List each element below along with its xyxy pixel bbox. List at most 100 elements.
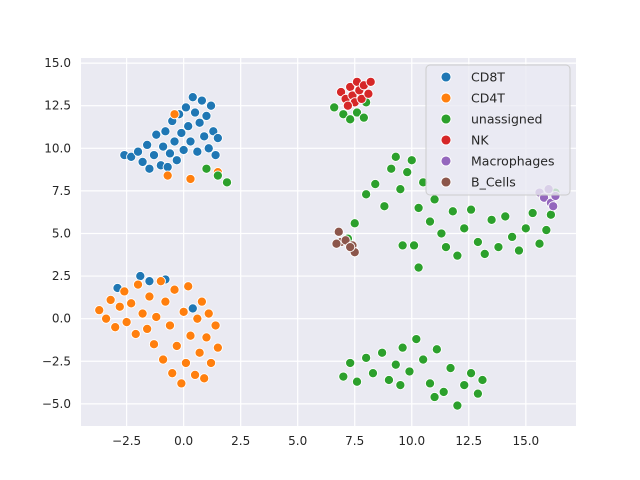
data-point: [527, 207, 538, 219]
data-point: [178, 306, 189, 317]
legend-marker: [440, 113, 452, 125]
data-point: [158, 354, 169, 365]
data-point: [110, 322, 121, 333]
data-point: [167, 368, 178, 379]
data-point: [142, 139, 153, 150]
series-cd8t-points: [112, 92, 223, 314]
data-point: [137, 308, 148, 319]
data-point: [148, 150, 160, 161]
data-point: [333, 226, 344, 237]
data-point: [144, 291, 155, 302]
data-point: [205, 357, 217, 369]
data-point: [130, 328, 141, 340]
data-point: [447, 206, 458, 217]
legend-item: B_Cells: [440, 175, 516, 190]
data-point: [194, 117, 205, 128]
data-point: [431, 344, 442, 355]
data-point: [187, 92, 198, 103]
data-point: [151, 311, 162, 323]
data-point: [185, 136, 196, 147]
data-point: [411, 334, 422, 345]
data-point: [466, 204, 477, 215]
series-b_cells-points: [331, 226, 360, 258]
data-point: [452, 250, 463, 261]
data-point: [126, 151, 137, 162]
legend-item: Macrophages: [440, 154, 554, 169]
data-point: [171, 155, 182, 166]
y-tick-label: 10.0: [44, 141, 71, 155]
y-tick-label: −5.0: [42, 397, 71, 411]
data-point: [486, 214, 497, 225]
data-point: [94, 305, 105, 316]
data-point: [397, 342, 408, 353]
data-point: [151, 129, 162, 140]
data-point: [436, 228, 447, 239]
data-point: [178, 144, 189, 156]
data-point: [135, 271, 146, 282]
data-point: [185, 173, 196, 185]
data-point: [406, 155, 417, 166]
data-point: [356, 93, 367, 104]
data-point: [545, 209, 556, 220]
data-point: [472, 236, 483, 248]
legend-label: CD4T: [471, 91, 505, 106]
data-point: [160, 296, 171, 307]
y-tick-label: 12.5: [44, 99, 71, 113]
data-point: [397, 240, 408, 251]
x-tick-label: −2.5: [112, 434, 141, 448]
data-point: [194, 347, 205, 358]
data-point: [345, 242, 356, 253]
y-tick-label: 2.5: [52, 269, 71, 283]
data-point: [329, 102, 340, 113]
data-point: [541, 225, 552, 236]
data-point: [144, 276, 155, 287]
data-point: [164, 320, 176, 331]
data-point: [205, 100, 217, 111]
data-point: [105, 294, 116, 305]
data-point: [413, 262, 424, 273]
y-tick-label: 7.5: [52, 184, 71, 198]
data-point: [126, 298, 137, 309]
data-point: [418, 354, 429, 365]
data-point: [493, 242, 504, 253]
data-point: [212, 170, 223, 181]
data-point: [534, 238, 545, 249]
legend-item: unassigned: [440, 112, 542, 127]
legend-marker: [440, 71, 452, 83]
data-point: [367, 368, 379, 379]
data-point: [472, 388, 483, 399]
legend-box: [425, 64, 571, 196]
data-point: [212, 342, 223, 353]
data-point: [520, 223, 531, 234]
data-point: [413, 202, 424, 213]
data-point: [201, 110, 212, 121]
data-point: [180, 357, 191, 369]
data-point: [477, 374, 488, 386]
data-point: [365, 76, 376, 87]
data-point: [500, 211, 511, 222]
tick-labels: −2.5 0.0 2.5 5.0 7.5 10.0 12.5 15.0 −5.0 −2.5 0.0 2…: [42, 56, 539, 448]
data-point: [395, 184, 406, 195]
x-tick-label: 0.0: [174, 434, 193, 448]
data-point: [160, 126, 171, 137]
data-point: [155, 276, 166, 287]
data-point: [162, 161, 173, 173]
data-point: [192, 313, 203, 324]
data-point: [190, 107, 201, 118]
data-point: [212, 133, 223, 144]
data-point: [466, 368, 477, 379]
legend-marker: [440, 176, 452, 188]
legend-label: CD8T: [471, 70, 505, 85]
data-point: [383, 374, 394, 386]
data-point: [408, 240, 420, 251]
data-point: [199, 373, 210, 384]
data-point: [404, 366, 415, 377]
legend-marker: [440, 92, 452, 104]
data-point: [148, 339, 160, 350]
data-point: [331, 238, 342, 249]
y-tick-label: −2.5: [42, 354, 71, 368]
data-point: [158, 141, 169, 152]
data-point: [180, 102, 191, 113]
legend-label: B_Cells: [471, 175, 516, 190]
